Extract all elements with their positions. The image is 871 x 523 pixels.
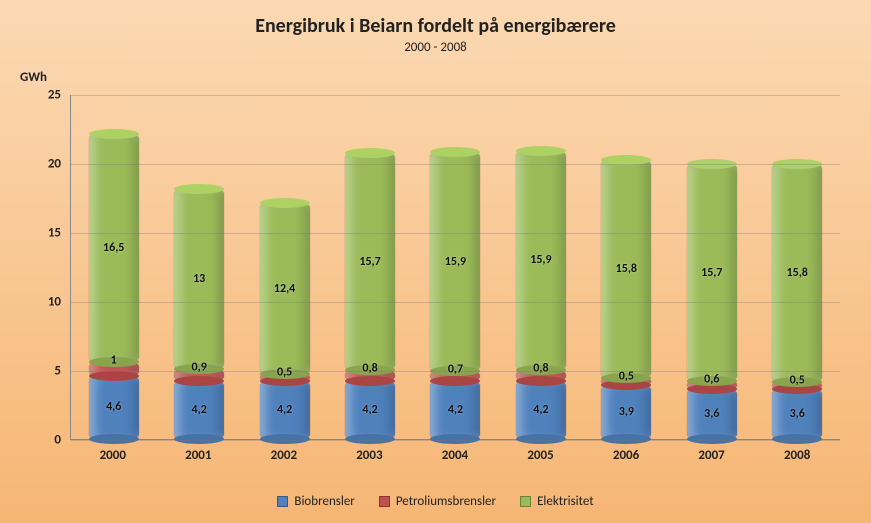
y-tick-label: 25 — [48, 88, 61, 103]
bar-segment: 4,2 — [430, 381, 480, 439]
x-tick-label: 2007 — [687, 442, 737, 466]
bar-segment: 4,2 — [260, 381, 310, 439]
bar-segment: 15,9 — [516, 151, 566, 370]
data-label: 15,8 — [787, 266, 808, 280]
x-tick-label: 2001 — [173, 442, 223, 466]
legend: Biobrensler Petroliumsbrensler Elektrisite… — [0, 494, 871, 509]
bar-segment: 4,2 — [516, 381, 566, 439]
data-label: 0,9 — [192, 360, 207, 374]
bar-segment: 15,9 — [430, 152, 480, 371]
energy-chart: Energibruk i Beiarn fordelt på energibær… — [0, 0, 871, 523]
bar-segment: 15,7 — [687, 164, 737, 381]
bar-column: 3,9 0,5 15,8 — [601, 160, 651, 439]
legend-swatch — [277, 496, 288, 507]
gridline — [71, 440, 840, 441]
bar-segment: 3,9 — [601, 385, 651, 439]
bar-column: 4,2 0,7 15,9 — [430, 152, 480, 439]
data-label: 15,8 — [616, 262, 637, 276]
data-label: 4,2 — [192, 403, 207, 417]
y-tick-label: 0 — [54, 433, 61, 448]
data-label: 4,6 — [106, 400, 121, 414]
bar-segment: 13 — [174, 189, 224, 368]
y-tick-label: 15 — [48, 226, 61, 241]
data-label: 0,6 — [704, 373, 719, 387]
data-label: 0,5 — [619, 370, 634, 384]
chart-subtitle: 2000 - 2008 — [0, 40, 871, 55]
bar-segment: 12,4 — [260, 203, 310, 374]
bar-segment: 3,6 — [687, 389, 737, 439]
data-label: 0,5 — [790, 374, 805, 388]
data-label: 4,2 — [448, 403, 463, 417]
gridline — [71, 233, 840, 234]
data-label: 15,7 — [701, 266, 722, 280]
gridline — [71, 302, 840, 303]
legend-item: Petroliumsbrensler — [379, 494, 496, 509]
x-tick-label: 2004 — [430, 442, 480, 466]
x-tick-label: 2005 — [516, 442, 566, 466]
bars-container: 4,6 1 16,5 4,2 0,9 13 4,2 0,5 12,4 4,2 0,8 15,7 4,2 0… — [71, 95, 840, 439]
data-label: 16,5 — [103, 241, 124, 255]
legend-swatch — [379, 496, 390, 507]
x-tick-label: 2008 — [772, 442, 822, 466]
data-label: 4,2 — [533, 403, 548, 417]
data-label: 15,9 — [445, 255, 466, 269]
bar-segment: 3,6 — [772, 389, 822, 439]
data-label: 3,6 — [790, 407, 805, 421]
bar-segment: 15,7 — [345, 153, 395, 370]
bar-segment: 15,8 — [772, 164, 822, 382]
data-label: 15,7 — [359, 255, 380, 269]
legend-swatch — [520, 496, 531, 507]
bar-column: 4,6 1 16,5 — [89, 134, 139, 439]
gridline — [71, 95, 840, 96]
data-label: 4,2 — [362, 403, 377, 417]
bar-column: 4,2 0,5 12,4 — [260, 203, 310, 439]
x-tick-label: 2003 — [344, 442, 394, 466]
legend-label: Elektrisitet — [537, 494, 594, 509]
data-label: 13 — [193, 272, 205, 286]
data-label: 12,4 — [274, 282, 295, 296]
bar-segment: 4,2 — [174, 381, 224, 439]
data-label: 3,9 — [619, 405, 634, 419]
bar-segment: 15,8 — [601, 160, 651, 378]
y-tick-label: 5 — [54, 364, 61, 379]
legend-item: Biobrensler — [277, 494, 354, 509]
data-label: 0,7 — [448, 363, 463, 377]
bar-segment: 4,6 — [89, 376, 139, 439]
data-label: 4,2 — [277, 403, 292, 417]
plot-area: 4,6 1 16,5 4,2 0,9 13 4,2 0,5 12,4 4,2 0,8 15,7 4,2 0… — [70, 95, 840, 440]
x-tick-label: 2006 — [601, 442, 651, 466]
y-axis-unit: GWh — [20, 70, 47, 85]
bar-column: 4,2 0,8 15,9 — [516, 151, 566, 439]
data-label: 3,6 — [704, 407, 719, 421]
legend-label: Petroliumsbrensler — [396, 494, 496, 509]
chart-title-block: Energibruk i Beiarn fordelt på energibær… — [0, 14, 871, 55]
x-tick-label: 2000 — [88, 442, 138, 466]
data-label: 0,8 — [533, 362, 548, 376]
y-tick-label: 20 — [48, 157, 61, 172]
legend-item: Elektrisitet — [520, 494, 594, 509]
data-label: 15,9 — [530, 253, 551, 267]
legend-label: Biobrensler — [294, 494, 354, 509]
bar-segment: 4,2 — [345, 381, 395, 439]
data-label: 0,8 — [362, 362, 377, 376]
y-tick-label: 10 — [48, 295, 61, 310]
data-label: 1 — [111, 353, 117, 367]
chart-title: Energibruk i Beiarn fordelt på energibær… — [0, 14, 871, 38]
bar-column: 4,2 0,8 15,7 — [345, 153, 395, 439]
bar-column: 4,2 0,9 13 — [174, 189, 224, 439]
x-tick-label: 2002 — [259, 442, 309, 466]
bar-segment: 16,5 — [89, 134, 139, 362]
data-label: 0,5 — [277, 366, 292, 380]
gridline — [71, 164, 840, 165]
x-axis: 2000 2001 2002 2003 2004 2005 2006 2007 2008 — [70, 442, 840, 466]
